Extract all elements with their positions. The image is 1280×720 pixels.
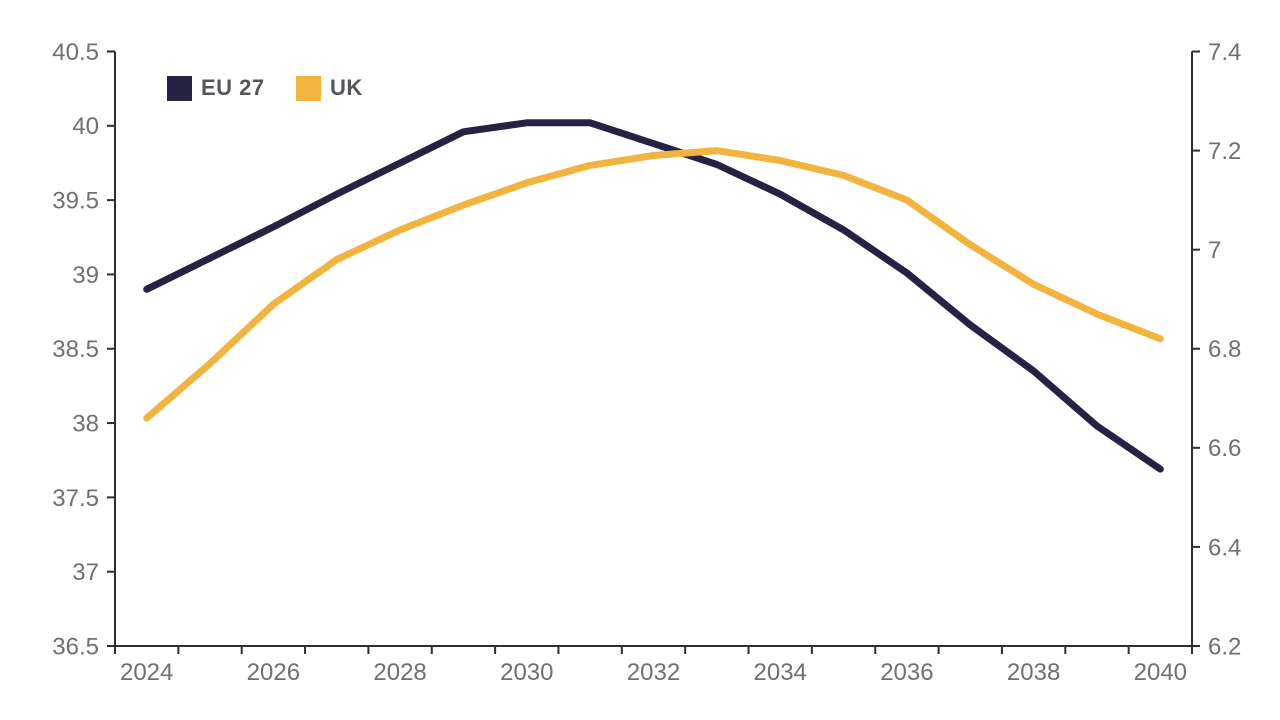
x-tick-label: 2040 [1134, 659, 1187, 686]
x-tick-label: 2032 [627, 659, 680, 686]
y-right-tick-label: 6.4 [1208, 534, 1241, 561]
uk-legend-label: UK [330, 75, 363, 100]
axes [107, 50, 1200, 654]
y-left-tick-label: 36.5 [52, 633, 99, 660]
y-right-tick-label: 6.6 [1208, 435, 1241, 462]
uk-series-line [143, 147, 1164, 422]
eu27-legend-swatch [167, 75, 192, 101]
y-right-tick-label: 7.2 [1208, 138, 1241, 165]
y-left-tick-label: 40.5 [52, 39, 99, 66]
x-tick-label: 2036 [880, 659, 933, 686]
x-tick-label: 2038 [1007, 659, 1060, 686]
y-right-tick-label: 6.8 [1208, 336, 1241, 363]
eu27-series-line [143, 119, 1164, 473]
y-right-tick-label: 6.2 [1208, 633, 1241, 660]
y-left-tick-label: 39 [72, 262, 99, 289]
x-tick-label: 2030 [500, 659, 553, 686]
uk-legend-swatch [296, 75, 321, 101]
y-left-tick-label: 37.5 [52, 485, 99, 512]
y-left-tick-label: 40 [72, 113, 99, 140]
y-right-tick-label: 7 [1208, 237, 1221, 264]
legend-item-uk[interactable]: UK [296, 75, 363, 101]
legend-item-eu27[interactable]: EU 27 [167, 75, 265, 101]
x-tick-label: 2024 [120, 659, 173, 686]
x-tick-label: 2034 [754, 659, 807, 686]
x-tick-label: 2028 [373, 659, 426, 686]
eu27-legend-label: EU 27 [201, 75, 265, 100]
y-left-tick-label: 39.5 [52, 188, 99, 215]
y-left-tick-label: 37 [72, 559, 99, 586]
y-right-tick-label: 7.4 [1208, 39, 1241, 66]
y-left-tick-label: 38 [72, 410, 99, 437]
y-left-tick-label: 38.5 [52, 336, 99, 363]
x-tick-label: 2026 [247, 659, 300, 686]
